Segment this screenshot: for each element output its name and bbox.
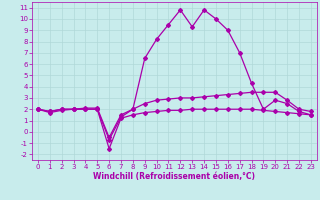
X-axis label: Windchill (Refroidissement éolien,°C): Windchill (Refroidissement éolien,°C)	[93, 172, 255, 181]
